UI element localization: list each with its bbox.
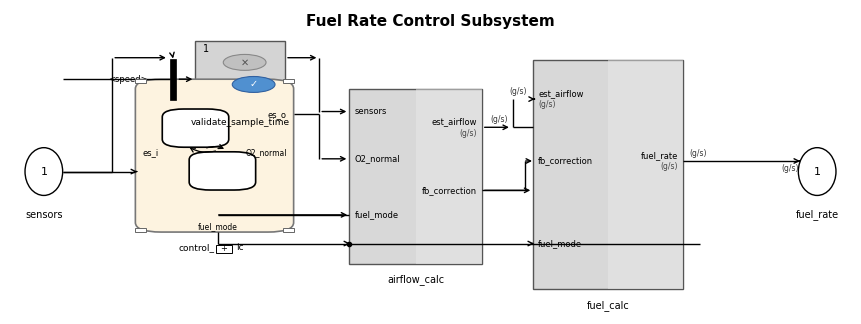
Ellipse shape [798, 148, 836, 195]
Text: fuel_mode: fuel_mode [538, 239, 582, 248]
Text: fuel_mode: fuel_mode [198, 222, 238, 231]
Bar [135, 79, 146, 83]
Text: O2_normal: O2_normal [245, 148, 287, 157]
Text: ✕: ✕ [240, 57, 249, 67]
Text: <speed>: <speed> [108, 75, 148, 84]
Text: Fuel Rate Control Subsystem: Fuel Rate Control Subsystem [307, 14, 554, 29]
Text: es_o: es_o [268, 110, 287, 119]
Text: sensors: sensors [25, 210, 63, 220]
Text: (g/s): (g/s) [538, 100, 556, 109]
Text: fuel_mode: fuel_mode [355, 210, 399, 219]
Text: est_airflow: est_airflow [538, 89, 584, 98]
Text: +: + [220, 244, 227, 253]
Bar [533, 60, 683, 289]
FancyBboxPatch shape [135, 79, 294, 232]
Text: fb_correction: fb_correction [422, 186, 477, 195]
Ellipse shape [25, 148, 63, 195]
Text: ic: ic [236, 243, 244, 252]
Text: O2_normal: O2_normal [355, 154, 400, 163]
Text: control_: control_ [178, 243, 214, 252]
Bar [170, 59, 177, 100]
FancyBboxPatch shape [216, 245, 232, 253]
Text: (g/s): (g/s) [660, 162, 678, 171]
Text: ✓: ✓ [250, 79, 257, 89]
Text: 1: 1 [202, 44, 208, 54]
Text: validate_sample_time: validate_sample_time [190, 118, 289, 127]
Text: fuel_calc: fuel_calc [586, 300, 629, 311]
Bar [282, 228, 294, 232]
Text: est_airflow: est_airflow [431, 117, 477, 126]
Circle shape [232, 76, 275, 92]
Text: (g/s): (g/s) [690, 148, 707, 157]
Circle shape [223, 54, 266, 70]
Text: es_i: es_i [142, 148, 158, 157]
Text: sensors: sensors [355, 107, 387, 116]
Text: fuel_rate: fuel_rate [796, 209, 839, 220]
Text: 1: 1 [814, 167, 821, 177]
FancyBboxPatch shape [189, 152, 256, 190]
FancyBboxPatch shape [162, 109, 229, 147]
Text: fb_correction: fb_correction [538, 156, 593, 166]
Bar [416, 89, 482, 264]
Text: (g/s): (g/s) [509, 87, 527, 96]
Bar [608, 60, 683, 289]
Text: airflow_calc: airflow_calc [387, 274, 444, 285]
Text: 1: 1 [40, 167, 47, 177]
Text: (g/s): (g/s) [459, 129, 477, 137]
Bar [350, 89, 482, 264]
Text: (g/s): (g/s) [490, 115, 508, 124]
Bar [135, 228, 146, 232]
Bar [282, 79, 294, 83]
Text: (g/s): (g/s) [781, 165, 798, 173]
Text: fuel_rate: fuel_rate [641, 151, 678, 160]
Bar [195, 41, 285, 108]
